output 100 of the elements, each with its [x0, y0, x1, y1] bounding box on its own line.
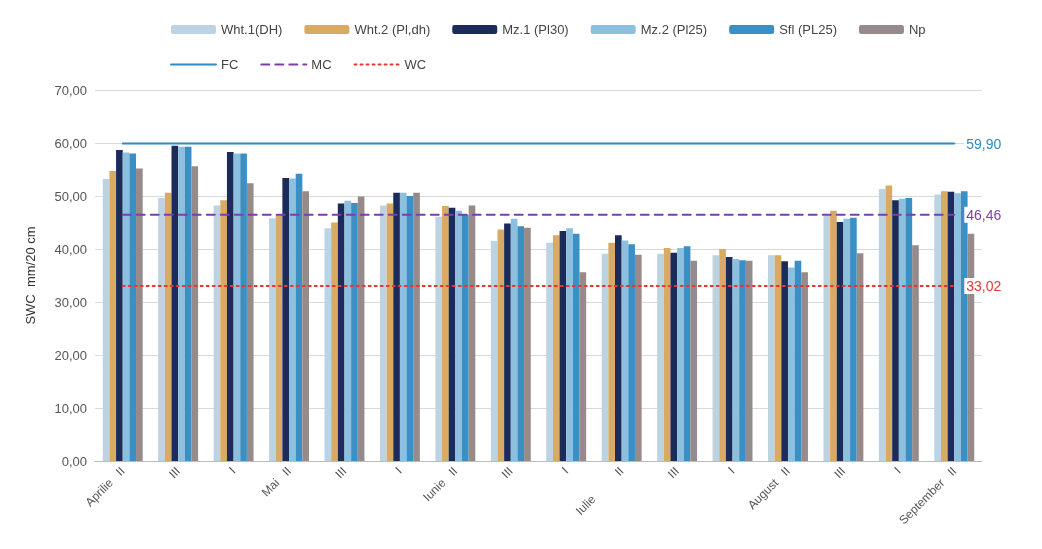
y-tick-label: 0,00	[61, 453, 87, 469]
data-label: 33,02	[966, 277, 1002, 294]
bar	[768, 255, 775, 461]
bar	[725, 256, 733, 461]
bar	[171, 145, 179, 461]
bar	[559, 230, 567, 461]
x-tick-label: Mai II	[258, 464, 294, 500]
bar	[787, 267, 795, 461]
bar	[510, 218, 518, 461]
bar	[240, 153, 247, 461]
x-tick-label: I	[392, 464, 405, 477]
x-tick-label: III	[498, 464, 516, 482]
bar	[379, 205, 387, 461]
bar	[136, 168, 143, 461]
bar	[490, 241, 498, 461]
y-tick-label: 30,00	[54, 294, 87, 310]
y-tick-label: 70,00	[54, 82, 87, 98]
x-tick-label: III	[665, 464, 683, 482]
legend-label: MC	[311, 57, 332, 72]
bar	[324, 228, 332, 461]
bar	[781, 261, 788, 461]
bar	[905, 198, 913, 461]
bar	[608, 242, 615, 461]
bar	[843, 218, 851, 461]
bar	[289, 178, 296, 461]
legend-label: Mz.2 (Pl25)	[640, 22, 708, 37]
bar	[191, 166, 199, 461]
bar	[524, 227, 531, 461]
bar	[912, 245, 919, 461]
legend-label: FC	[221, 57, 239, 72]
bar	[663, 247, 671, 461]
bar	[615, 235, 622, 461]
bar	[116, 149, 123, 461]
data-label: 46,46	[966, 206, 1002, 223]
bar	[331, 222, 338, 461]
bar	[670, 252, 678, 461]
data-label: 59,90	[966, 135, 1002, 152]
bar	[282, 177, 290, 461]
bar	[934, 194, 941, 461]
bar	[739, 260, 746, 461]
bar	[856, 253, 864, 461]
x-tick-label: I	[226, 464, 239, 477]
bar	[393, 192, 400, 461]
bar	[823, 215, 831, 461]
y-tick-label: 40,00	[54, 241, 87, 257]
bar	[801, 272, 808, 461]
bar	[683, 246, 691, 461]
bar	[566, 228, 573, 461]
bar	[546, 242, 553, 461]
legend-label: Mz.1 (Pl30)	[502, 22, 569, 37]
bar	[164, 192, 172, 461]
bar	[302, 191, 309, 461]
bar	[690, 260, 698, 461]
bar	[220, 200, 227, 461]
bar	[774, 255, 782, 461]
bar	[269, 218, 276, 461]
bar	[940, 191, 948, 461]
x-tick-label: I	[725, 464, 738, 477]
y-tick-label: 60,00	[54, 135, 87, 151]
x-tick-label: III	[332, 464, 350, 482]
bar	[109, 171, 117, 461]
bar	[442, 206, 449, 461]
x-tick-label: I	[891, 464, 904, 477]
bar	[455, 210, 462, 461]
bar	[129, 153, 137, 461]
bar	[579, 272, 587, 461]
bar	[158, 198, 165, 461]
bar	[399, 192, 407, 461]
bar	[878, 189, 886, 461]
legend-label: Sfl (PL25)	[779, 22, 837, 37]
bar	[885, 185, 893, 461]
bar	[178, 146, 185, 461]
bar	[719, 249, 726, 461]
bar	[246, 183, 254, 461]
bar	[517, 226, 525, 461]
bar	[435, 216, 443, 461]
bar	[226, 152, 234, 461]
legend-label: Np	[908, 22, 926, 37]
x-tick-label: I	[558, 464, 572, 477]
bar	[552, 235, 560, 461]
bar	[504, 223, 511, 461]
x-tick-label: III	[166, 464, 184, 482]
bar	[628, 244, 635, 461]
x-tick-label: III	[831, 464, 849, 482]
legend-label: WC	[404, 57, 427, 72]
legend-label: Wht.2 (Pl,dh)	[354, 22, 431, 37]
bar	[344, 200, 352, 461]
bar	[830, 210, 837, 461]
bar	[634, 254, 642, 461]
bar	[351, 202, 358, 461]
bar	[572, 233, 580, 461]
y-tick-label: 20,00	[54, 347, 87, 363]
legend-label: Wht.1(DH)	[221, 22, 283, 37]
bar	[677, 247, 684, 461]
y-tick-label: 50,00	[54, 188, 87, 204]
bar	[712, 255, 720, 461]
bar	[657, 253, 664, 461]
bar	[732, 259, 740, 461]
bar	[497, 229, 505, 461]
bar	[954, 193, 961, 461]
